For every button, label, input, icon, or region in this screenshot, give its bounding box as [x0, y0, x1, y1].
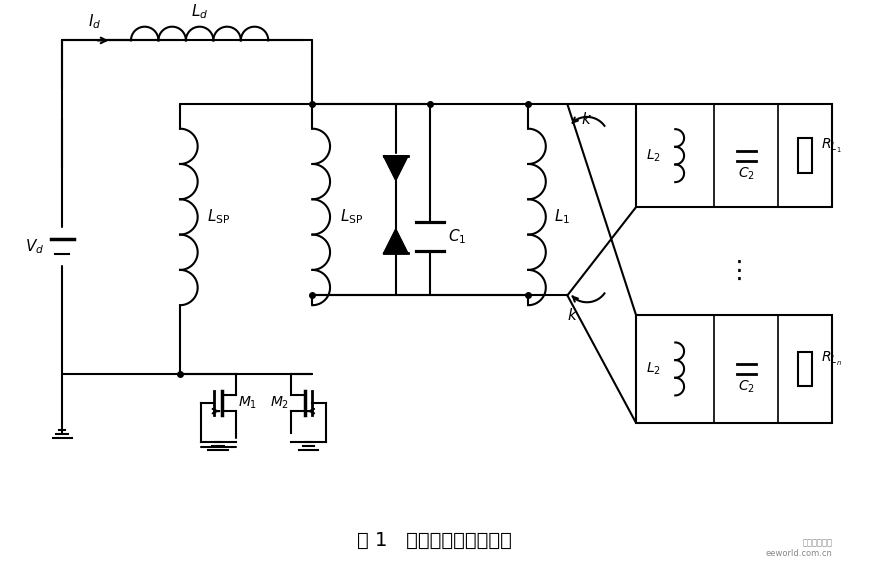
Text: $M_2$: $M_2$	[269, 395, 289, 411]
Text: $V_d$: $V_d$	[25, 237, 44, 255]
Text: $L_1$: $L_1$	[554, 208, 570, 226]
Text: $L_2$: $L_2$	[647, 147, 661, 164]
Text: $C_2$: $C_2$	[738, 378, 755, 395]
Text: $R_{L_1}$: $R_{L_1}$	[821, 137, 841, 155]
Text: $C_2$: $C_2$	[738, 165, 755, 182]
Text: $L_2$: $L_2$	[647, 361, 661, 377]
Text: $I_d$: $I_d$	[88, 12, 102, 31]
Text: 图 1   非接触通用供电平台: 图 1 非接触通用供电平台	[356, 531, 512, 550]
Bar	[636, 315, 833, 423]
Bar	[799, 352, 812, 386]
Bar	[799, 138, 812, 173]
Text: $R_{L_n}$: $R_{L_n}$	[821, 350, 842, 368]
Polygon shape	[384, 230, 408, 253]
Text: $k$: $k$	[567, 307, 578, 323]
Polygon shape	[384, 156, 408, 180]
Bar	[636, 104, 833, 207]
Text: $M_1$: $M_1$	[238, 395, 257, 411]
Text: $L_{\mathrm{SP}}$: $L_{\mathrm{SP}}$	[340, 208, 363, 226]
Text: 电子工程世界
eeworld.com.cn: 电子工程世界 eeworld.com.cn	[766, 539, 833, 558]
Text: $k$: $k$	[581, 111, 593, 127]
Text: $L_d$: $L_d$	[191, 2, 209, 21]
Text: $\vdots$: $\vdots$	[726, 259, 742, 283]
Text: $C_1$: $C_1$	[448, 227, 466, 246]
Text: $L_{\mathrm{SP}}$: $L_{\mathrm{SP}}$	[208, 208, 231, 226]
